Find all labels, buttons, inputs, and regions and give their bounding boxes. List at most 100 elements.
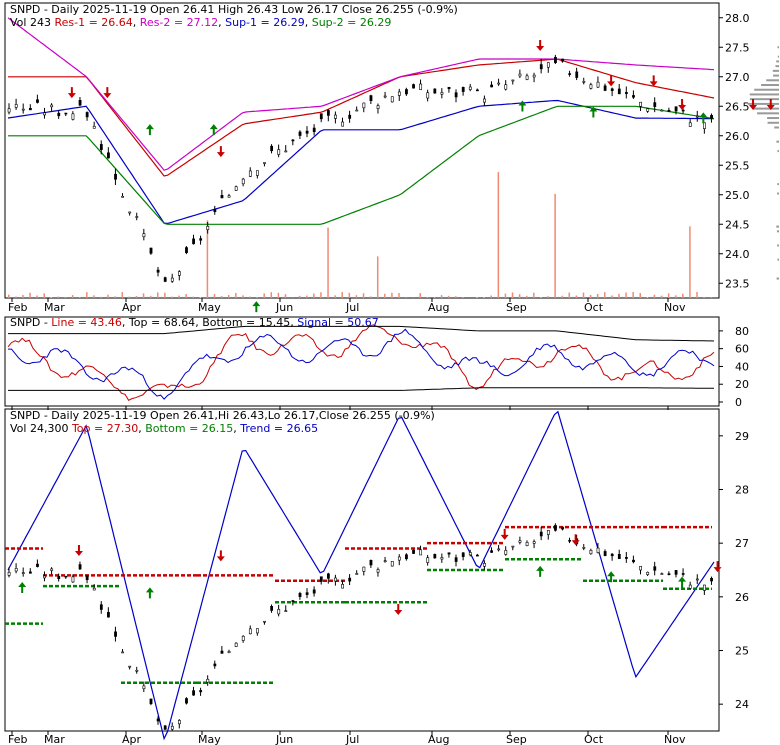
candle-body (348, 114, 352, 119)
candle-body (57, 575, 61, 580)
volume-bar (142, 293, 145, 298)
candle-body (454, 557, 458, 562)
candle-body (355, 573, 359, 575)
candle-body (114, 631, 117, 637)
volume-bar (483, 297, 485, 298)
candle-body (291, 139, 295, 142)
candle-body (170, 277, 174, 282)
sell-arrow (500, 528, 509, 540)
p1-month-label: Mar (44, 301, 65, 314)
sell-arrow (749, 98, 758, 110)
sell-arrow (766, 98, 775, 110)
sell-arrow (394, 604, 403, 616)
p2-bottom: Bottom = 15.45 (202, 316, 290, 329)
volume-bar (490, 295, 492, 298)
candle-body (163, 277, 167, 282)
buy-arrow (518, 100, 527, 112)
sell-arrow (103, 87, 112, 99)
candle-body (639, 101, 642, 107)
candle-body (476, 89, 479, 92)
candle-body (589, 550, 593, 555)
candle-body (135, 669, 139, 672)
p2-ytick-label: 20 (735, 378, 749, 391)
candle-body (85, 575, 89, 581)
candle-body (121, 651, 125, 654)
volume-bar (306, 295, 308, 298)
candle-body (504, 550, 508, 555)
candle-body (497, 82, 501, 85)
candle-body (192, 238, 195, 245)
sell-arrow (649, 75, 658, 87)
candle-body (539, 531, 543, 537)
p3-month-label: Mar (44, 733, 65, 745)
candle-body (703, 584, 706, 591)
candle-body (220, 650, 224, 654)
volume-bar (682, 293, 684, 298)
candle-body (362, 102, 366, 109)
p2-ytick-label: 80 (735, 325, 749, 338)
volume-bar (320, 292, 322, 298)
p3-ytick-label: 28 (735, 484, 749, 497)
p1-ytick-label: 23.5 (725, 277, 750, 290)
candle-body (660, 573, 664, 575)
candle-body (85, 112, 89, 118)
volume-bar (369, 296, 372, 298)
volume-bar (334, 295, 336, 298)
sell-arrow (607, 75, 616, 87)
volume-bar (618, 293, 620, 298)
candle-body (263, 162, 266, 164)
volume-bar (398, 293, 400, 298)
p1-header: SNPD - Daily 2025-11-19 Open 26.41 High … (10, 3, 458, 16)
volume-bar (185, 294, 187, 298)
candle-body (92, 587, 96, 591)
volume-bar (561, 295, 563, 298)
candle-body (185, 698, 188, 704)
candle-body (319, 576, 323, 582)
volume-bar (596, 293, 599, 298)
candle-body (284, 150, 288, 153)
p2-header: SNPD - Line = 43.46, Top = 68.64, Bottom… (10, 316, 379, 329)
p3-month-label: Sep (506, 733, 527, 745)
p1-symbol: SNPD (10, 3, 40, 16)
candle-body (603, 551, 607, 556)
candle-body (504, 84, 508, 90)
sell-arrow (536, 39, 545, 51)
candle-body (57, 112, 61, 117)
buy-arrow (536, 565, 545, 577)
candle-body (596, 81, 600, 88)
candle-body (490, 84, 493, 88)
volume-bar (653, 294, 656, 298)
candle-body (43, 575, 46, 579)
volume-profile-bar (777, 55, 779, 58)
buy-arrow (589, 106, 598, 118)
panel1-frame (4, 2, 720, 299)
volume-bar (36, 295, 38, 298)
p3-desc: Daily 2025-11-19 Open 26.41,Hi 26.43,Lo … (51, 409, 435, 422)
candle-body (121, 196, 125, 198)
candle-body (483, 563, 486, 567)
p1-month-label: Feb (8, 301, 27, 314)
candle-body (199, 238, 203, 241)
candle-body (206, 226, 210, 230)
volume-bar (639, 293, 641, 298)
volume-profile-bar (767, 117, 779, 120)
candle-body (248, 628, 252, 635)
candle-body (36, 99, 39, 103)
candle-body (561, 58, 564, 62)
volume-bar (43, 293, 45, 298)
candle-body (653, 102, 657, 107)
candle-body (518, 73, 522, 77)
p1-res2: Res-2 = 27.12 (140, 16, 218, 29)
volume-bar (29, 292, 31, 298)
p3-month-label: Jul (345, 733, 359, 745)
candle-body (525, 75, 529, 80)
candle-body (525, 542, 529, 546)
p3-month-label: Jun (275, 733, 293, 745)
p3-header: SNPD - Daily 2025-11-19 Open 26.41,Hi 26… (10, 409, 435, 422)
volume-bar (696, 292, 698, 298)
candle-body (305, 592, 309, 595)
candle-body (78, 99, 82, 106)
p3-trend: Trend = 26.65 (239, 422, 318, 435)
candle-body (617, 553, 621, 560)
volume-bar (220, 296, 223, 298)
